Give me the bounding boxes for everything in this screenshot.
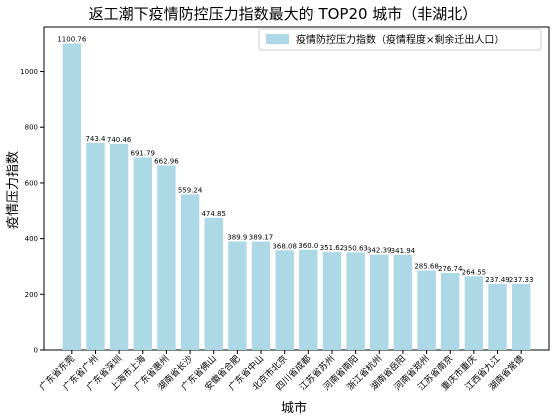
bar (251, 241, 271, 350)
bar (488, 283, 507, 350)
x-axis: 广东省东莞广东省广州广东省深圳上海市上海广东省惠州湖南省长沙广东省佛山安徽省合肥… (37, 350, 526, 393)
bar (204, 217, 223, 350)
value-label: 285.68 (414, 262, 439, 270)
bar (370, 254, 389, 350)
value-label: 341.94 (391, 247, 416, 255)
bar (275, 250, 294, 350)
bar (322, 252, 342, 350)
value-label: 264.55 (462, 268, 487, 276)
bar (109, 143, 129, 350)
plot-area (43, 26, 550, 351)
bar (133, 157, 152, 350)
plot-frame (43, 26, 550, 351)
y-tick-label: 600 (25, 179, 38, 187)
y-tick-label: 1000 (20, 68, 38, 76)
legend-swatch (266, 34, 289, 44)
bar (393, 254, 413, 350)
legend-label: 疫情防控压力指数（疫情程度×剩余迁出人口） (296, 33, 504, 46)
bar (299, 249, 318, 350)
legend-frame (258, 28, 542, 51)
x-axis-label: 城市 (281, 400, 307, 416)
value-label: 740.46 (107, 136, 132, 144)
y-axis: 0 200 400 600 800 1000 (20, 68, 44, 355)
bar (441, 272, 460, 350)
value-label: 691.79 (131, 149, 156, 157)
value-label: 389.17 (249, 234, 274, 242)
bar (228, 241, 247, 350)
bar (86, 143, 105, 350)
value-label: 368.08 (272, 242, 297, 250)
value-label: 351.62 (320, 244, 345, 252)
bar (346, 252, 365, 350)
value-label: 743.4 (85, 135, 106, 143)
value-label: 474.85 (201, 210, 226, 218)
value-label: 237.49 (485, 276, 510, 284)
value-label: 350.63 (343, 244, 368, 252)
value-label: 662.96 (154, 157, 179, 165)
y-tick-label: 0 (34, 347, 38, 355)
chart-title: 返工潮下疫情防控压力指数最大的 TOP20 城市（非湖北） (89, 5, 478, 23)
y-tick-label: 200 (25, 291, 38, 299)
bars (62, 43, 531, 351)
bar (511, 283, 531, 350)
value-label: 237.33 (509, 276, 534, 284)
bar (62, 43, 82, 351)
bar (180, 194, 200, 350)
y-tick-label: 800 (25, 124, 38, 132)
value-label: 342.39 (367, 247, 392, 255)
y-tick-label: 400 (25, 235, 38, 243)
value-label: 389.9 (227, 233, 247, 241)
bar (464, 276, 484, 350)
value-label: 276.74 (438, 265, 463, 273)
value-label: 559.24 (178, 186, 203, 194)
bar (417, 270, 436, 350)
value-label: 1100.76 (57, 35, 86, 43)
bar (157, 165, 176, 350)
legend: 疫情防控压力指数（疫情程度×剩余迁出人口） (258, 28, 542, 51)
value-label: 360.0 (298, 242, 318, 250)
y-axis-label: 疫情压力指数 (5, 151, 21, 229)
